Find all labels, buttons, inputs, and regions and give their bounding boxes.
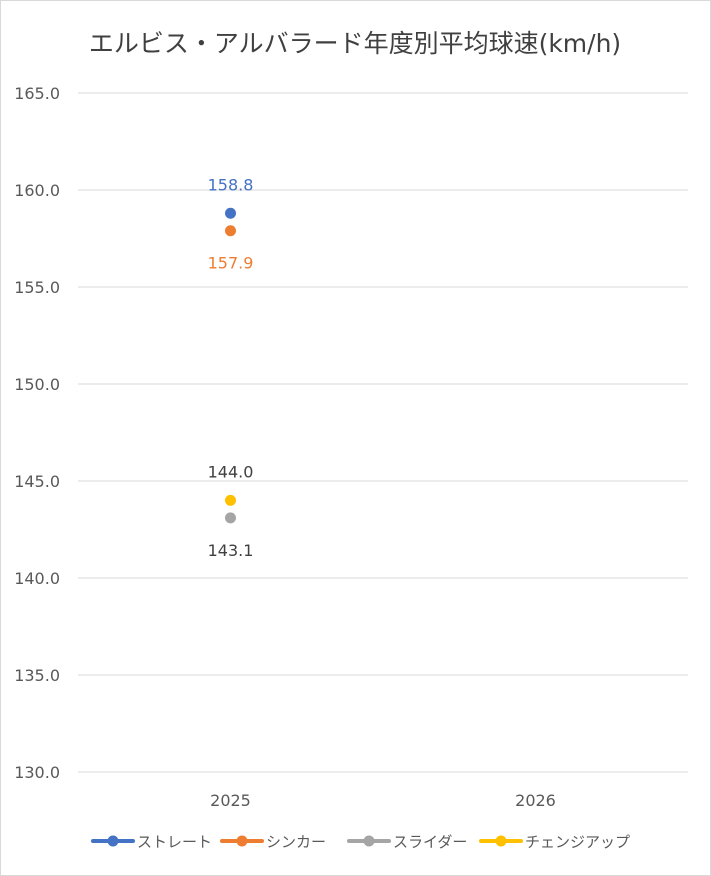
legend-label: ストレート (137, 833, 212, 851)
legend-swatch-marker (495, 835, 507, 847)
legend-swatch-marker (236, 835, 248, 847)
chart-title: エルビス・アルバラード年度別平均球速(km/h) (89, 29, 621, 58)
x-axis-tick-labels: 2025 2026 (210, 791, 556, 810)
legend-swatch-marker (363, 835, 375, 847)
data-label: 158.8 (208, 175, 254, 194)
x-tick-label: 2026 (515, 791, 556, 810)
y-tick-label: 155.0 (14, 278, 60, 297)
y-tick-label: 145.0 (14, 472, 60, 491)
data-label: 144.0 (208, 462, 254, 481)
y-tick-label: 140.0 (14, 569, 60, 588)
gridlines (78, 92, 688, 773)
y-tick-label: 150.0 (14, 375, 60, 394)
y-tick-label: 135.0 (14, 666, 60, 685)
legend-swatch-marker (107, 835, 119, 847)
legend-label: スライダー (393, 833, 467, 851)
data-label: 143.1 (208, 541, 254, 560)
legend: ストレート シンカー スライダー チェンジアップ (91, 833, 630, 851)
y-axis-tick-labels: 130.0 135.0 140.0 145.0 150.0 155.0 160.0 165.0 (14, 84, 60, 782)
y-tick-label: 130.0 (14, 763, 60, 782)
y-tick-label: 165.0 (14, 84, 60, 103)
legend-label: チェンジアップ (525, 833, 630, 851)
data-label: 157.9 (208, 254, 254, 273)
legend-label: シンカー (266, 833, 326, 851)
y-tick-label: 160.0 (14, 181, 60, 200)
x-tick-label: 2025 (210, 791, 251, 810)
data-labels: 158.8 157.9 143.1 144.0 (208, 175, 254, 560)
data-point (225, 207, 236, 219)
data-points (225, 207, 236, 524)
data-point (225, 512, 236, 524)
data-point (225, 494, 236, 506)
data-point (225, 225, 236, 237)
